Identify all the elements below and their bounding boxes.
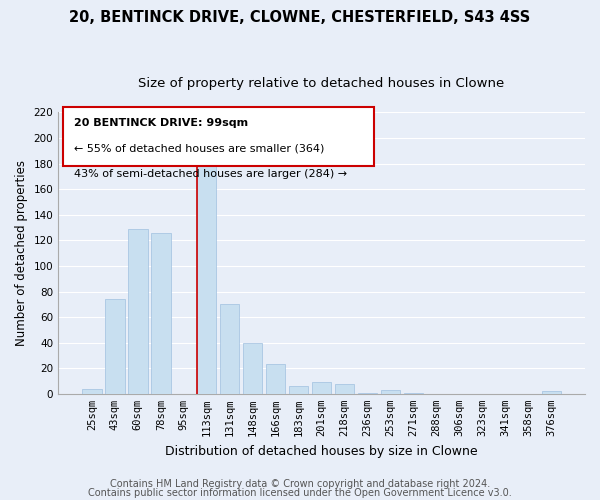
Bar: [335, 384, 355, 394]
Text: 20, BENTINCK DRIVE, CLOWNE, CHESTERFIELD, S43 4SS: 20, BENTINCK DRIVE, CLOWNE, CHESTERFIELD…: [70, 10, 530, 25]
Bar: [266, 364, 286, 394]
X-axis label: Distribution of detached houses by size in Clowne: Distribution of detached houses by size …: [165, 444, 478, 458]
Text: 43% of semi-detached houses are larger (284) →: 43% of semi-detached houses are larger (…: [74, 169, 347, 179]
Bar: [243, 342, 262, 394]
Text: 20 BENTINCK DRIVE: 99sqm: 20 BENTINCK DRIVE: 99sqm: [74, 118, 248, 128]
Bar: [105, 299, 125, 394]
Bar: [404, 392, 423, 394]
Bar: [312, 382, 331, 394]
Text: ← 55% of detached houses are smaller (364): ← 55% of detached houses are smaller (36…: [74, 144, 325, 154]
Bar: [289, 386, 308, 394]
Y-axis label: Number of detached properties: Number of detached properties: [15, 160, 28, 346]
Title: Size of property relative to detached houses in Clowne: Size of property relative to detached ho…: [139, 78, 505, 90]
Text: Contains public sector information licensed under the Open Government Licence v3: Contains public sector information licen…: [88, 488, 512, 498]
Bar: [358, 392, 377, 394]
Bar: [542, 391, 561, 394]
Text: Contains HM Land Registry data © Crown copyright and database right 2024.: Contains HM Land Registry data © Crown c…: [110, 479, 490, 489]
Bar: [381, 390, 400, 394]
Bar: [128, 229, 148, 394]
Bar: [220, 304, 239, 394]
Bar: [197, 166, 217, 394]
FancyBboxPatch shape: [64, 107, 374, 166]
Bar: [82, 388, 101, 394]
Bar: [151, 232, 170, 394]
